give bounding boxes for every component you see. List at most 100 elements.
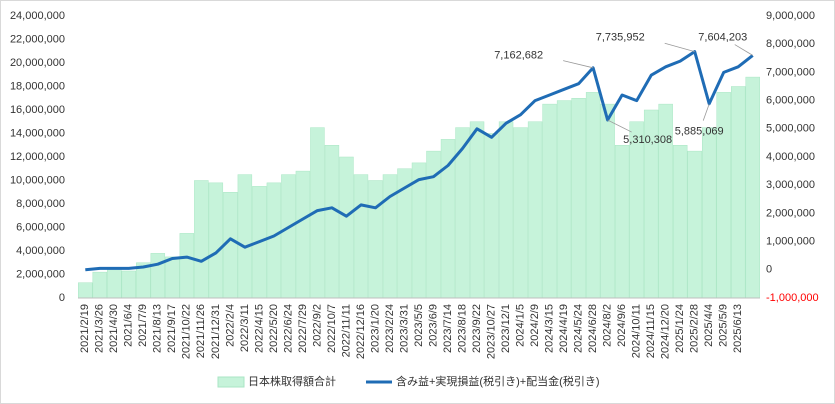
annotation: 5,310,308	[623, 134, 672, 146]
y2-tick-label: 3,000,000	[766, 179, 815, 191]
legend-label: 日本株取得額合計	[248, 374, 336, 388]
x-tick-label: 2023/7/14	[442, 304, 454, 353]
annotation: 7,604,203	[698, 31, 747, 43]
y-tick-label: 12,000,000	[10, 151, 65, 163]
x-tick-label: 2021/6/4	[123, 304, 135, 347]
x-tick-label: 2021/12/31	[210, 304, 222, 359]
bar	[107, 268, 122, 299]
legend-label: 含み益+実現損益(税引き)+配当金(税引き)	[396, 374, 600, 388]
bar	[368, 180, 383, 299]
bar	[745, 76, 760, 299]
x-tick-label: 2024/12/20	[660, 304, 672, 359]
bar	[469, 121, 485, 299]
x-tick-label: 2023/10/27	[485, 304, 497, 359]
annotation-leader	[734, 44, 753, 56]
bar	[527, 121, 543, 299]
annotation-leader	[563, 60, 594, 69]
x-tick-label: 2022/2/4	[224, 304, 236, 347]
x-tick-label: 2024/10/11	[631, 304, 643, 358]
x-tick-label: 2024/9/6	[616, 304, 628, 347]
annotation: 5,885,069	[675, 126, 724, 138]
bar	[266, 182, 282, 299]
y-tick-label: 10,000,000	[10, 174, 65, 186]
bar	[600, 103, 615, 299]
bar	[716, 92, 731, 299]
bar	[687, 150, 702, 299]
bar	[179, 233, 195, 299]
bar	[585, 92, 601, 299]
bar	[571, 98, 586, 299]
bar	[208, 182, 224, 299]
x-tick-label: 2021/4/30	[108, 304, 120, 353]
bar	[78, 282, 93, 299]
bar	[237, 174, 253, 299]
x-tick-label: 2024/5/24	[573, 304, 585, 353]
bar	[92, 271, 107, 299]
x-tick-label: 2021/9/17	[166, 304, 178, 353]
y-tick-label: 24,000,000	[10, 10, 65, 22]
x-tick-label: 2023/8/18	[456, 304, 468, 353]
x-tick-label: 2025/2/28	[689, 304, 701, 353]
x-tick-label: 2023/5/5	[413, 304, 425, 347]
y-tick-label: 14,000,000	[10, 127, 65, 139]
y2-tick-label: 2,000,000	[766, 207, 815, 219]
bar	[165, 256, 180, 299]
annotation-leader	[664, 42, 695, 53]
annotation: 7,735,952	[596, 32, 645, 44]
bar	[731, 86, 746, 299]
x-tick-label: 2022/10/7	[326, 304, 338, 353]
y2-tick-label: 4,000,000	[766, 151, 815, 163]
bar	[484, 133, 499, 299]
x-tick-label: 2023/9/22	[471, 304, 483, 353]
x-tick-label: 2022/3/11	[239, 304, 251, 352]
annotation-leader	[702, 103, 710, 121]
y2-tick-label: 7,000,000	[766, 66, 815, 78]
y-tick-label: 0	[59, 292, 65, 304]
y-tick-label: 2,000,000	[16, 268, 65, 280]
bar	[513, 127, 528, 299]
line-series	[85, 50, 754, 272]
x-tick-label: 2025/5/9	[718, 304, 730, 347]
bar	[150, 253, 166, 299]
y2-tick-label: -1,000,000	[766, 292, 819, 304]
bar	[614, 145, 630, 299]
y2-tick-label: 5,000,000	[766, 123, 815, 135]
bar	[281, 174, 296, 299]
x-tick-label: 2024/6/28	[587, 304, 599, 353]
x-tick-label: 2024/1/5	[514, 304, 526, 347]
x-tick-label: 2022/4/15	[253, 304, 265, 353]
x-tick-label: 2022/9/2	[311, 304, 323, 347]
x-tick-label: 2024/11/15	[645, 304, 657, 358]
x-tick-label: 2023/1/20	[369, 304, 381, 353]
bar	[629, 121, 644, 299]
x-tick-label: 2021/8/13	[152, 304, 164, 353]
x-tick-label: 2024/3/15	[544, 304, 556, 353]
annotation: 7,162,682	[494, 50, 543, 62]
y-tick-label: 20,000,000	[10, 57, 65, 69]
x-tick-label: 2021/10/22	[181, 304, 193, 359]
bar	[672, 145, 688, 299]
x-tick-label: 2021/3/26	[94, 304, 106, 353]
bar	[324, 145, 340, 299]
annotation-leader	[607, 119, 632, 133]
x-tick-label: 2021/7/9	[137, 304, 149, 347]
x-tick-label: 2024/4/19	[558, 304, 570, 353]
bar	[701, 127, 717, 299]
x-tick-label: 2023/6/9	[427, 304, 439, 347]
x-tick-label: 2022/11/11	[340, 304, 352, 357]
bar	[542, 103, 557, 299]
x-tick-label: 2024/2/9	[529, 304, 541, 347]
x-tick-label: 2025/6/13	[732, 304, 744, 353]
x-tick-label: 2023/2/24	[384, 304, 396, 353]
y-tick-label: 6,000,000	[16, 221, 65, 233]
x-tick-label: 2021/11/26	[195, 304, 207, 358]
bar	[556, 100, 572, 299]
bar	[295, 170, 311, 299]
y-tick-label: 22,000,000	[10, 33, 65, 45]
legend-swatch	[217, 376, 245, 388]
y-tick-label: 4,000,000	[16, 245, 65, 257]
x-tick-label: 2021/2/19	[79, 304, 91, 353]
bar	[121, 270, 137, 299]
y2-tick-label: 6,000,000	[766, 95, 815, 107]
